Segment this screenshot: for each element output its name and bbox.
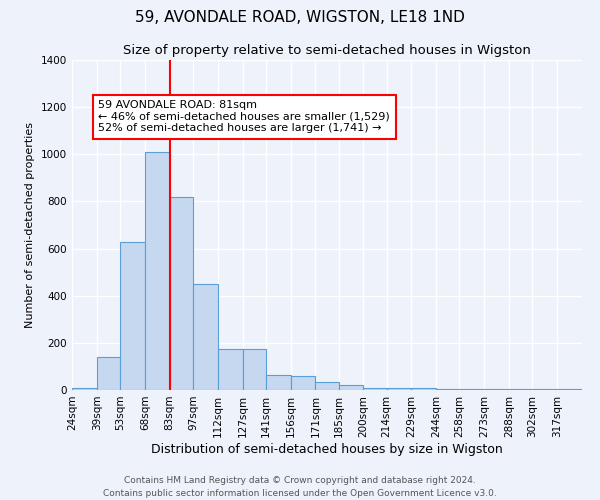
X-axis label: Distribution of semi-detached houses by size in Wigston: Distribution of semi-detached houses by … [151, 442, 503, 456]
Bar [460, 389, 484, 390]
Bar [364, 388, 386, 390]
Bar [72, 388, 97, 390]
Text: 59, AVONDALE ROAD, WIGSTON, LE18 1ND: 59, AVONDALE ROAD, WIGSTON, LE18 1ND [135, 10, 465, 25]
Bar [120, 242, 145, 390]
Bar [97, 357, 120, 390]
Text: 59 AVONDALE ROAD: 81sqm
← 46% of semi-detached houses are smaller (1,529)
52% of: 59 AVONDALE ROAD: 81sqm ← 46% of semi-de… [98, 100, 390, 134]
Bar [484, 389, 509, 390]
Bar [532, 389, 557, 390]
Bar [218, 349, 242, 390]
Bar [266, 374, 290, 390]
Bar [386, 388, 412, 390]
Bar [509, 389, 532, 390]
Bar [170, 196, 193, 390]
Bar [436, 389, 460, 390]
Bar [557, 389, 582, 390]
Bar [290, 376, 316, 390]
Bar [145, 152, 170, 390]
Title: Size of property relative to semi-detached houses in Wigston: Size of property relative to semi-detach… [123, 44, 531, 58]
Text: Contains HM Land Registry data © Crown copyright and database right 2024.
Contai: Contains HM Land Registry data © Crown c… [103, 476, 497, 498]
Bar [193, 284, 218, 390]
Bar [316, 382, 338, 390]
Bar [412, 388, 436, 390]
Y-axis label: Number of semi-detached properties: Number of semi-detached properties [25, 122, 35, 328]
Bar [338, 386, 364, 390]
Bar [242, 349, 266, 390]
